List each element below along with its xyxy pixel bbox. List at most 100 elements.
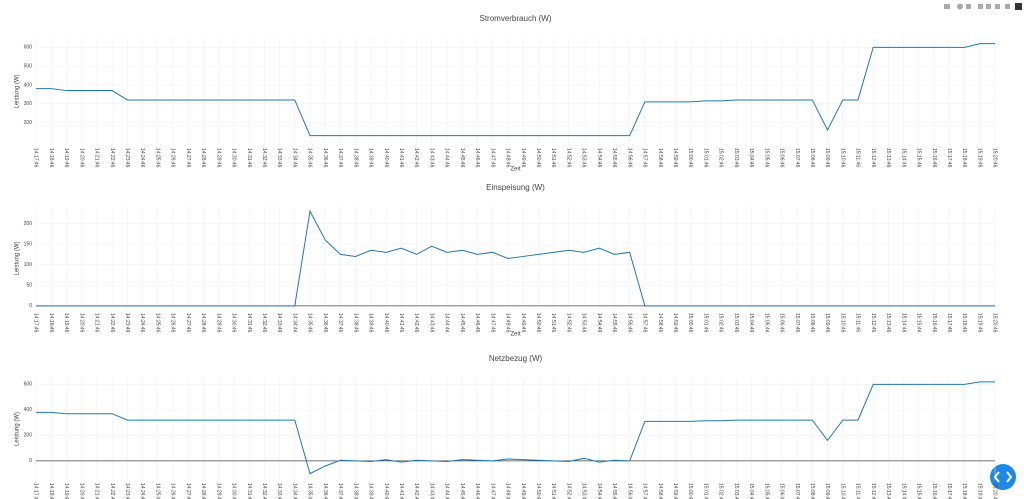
x-tick-label: 14:48:46: [505, 483, 511, 499]
y-tick-label: 400: [24, 407, 33, 413]
x-tick-label: 14:59:46: [672, 313, 678, 333]
x-tick-label: 15:16:46: [931, 148, 937, 168]
nav-button-circle[interactable]: [990, 464, 1016, 490]
x-tick-label: 14:43:46: [428, 148, 434, 168]
x-tick-label: 14:25:46: [154, 483, 160, 499]
x-tick-label: 14:58:46: [657, 148, 663, 168]
x-tick-label: 15:03:46: [733, 148, 739, 168]
autoscale-icon[interactable]: [995, 4, 1000, 9]
x-tick-label: 14:47:46: [489, 313, 495, 333]
x-tick-label: 14:26:46: [170, 483, 176, 499]
x-tick-label: 14:41:46: [398, 148, 404, 168]
x-tick-label: 14:20:46: [78, 148, 84, 168]
x-tick-label: 14:22:46: [109, 148, 115, 168]
x-tick-label: 14:53:46: [581, 148, 587, 168]
x-tick-label: 14:58:46: [657, 313, 663, 333]
x-tick-label: 15:17:46: [946, 313, 952, 333]
x-tick-label: 14:46:46: [474, 148, 480, 168]
x-tick-label: 14:39:46: [368, 148, 374, 168]
x-tick-label: 14:24:46: [139, 148, 145, 168]
x-tick-label: 15:09:46: [824, 313, 830, 333]
x-tick-label: 14:26:46: [170, 313, 176, 333]
x-tick-label: 14:45:46: [459, 148, 465, 168]
x-tick-label: 14:23:46: [124, 148, 130, 168]
x-tick-label: 14:32:46: [261, 148, 267, 168]
x-tick-label: 14:57:46: [642, 483, 648, 499]
x-tick-label: 14:31:46: [246, 483, 252, 499]
pan-icon[interactable]: [966, 4, 971, 9]
x-tick-label: 14:27:46: [185, 148, 191, 168]
x-tick-label: 14:49:46: [520, 483, 526, 499]
reset-icon[interactable]: [1005, 4, 1010, 9]
y-tick-label: 0: [29, 458, 32, 464]
x-tick-label: 14:54:46: [596, 313, 602, 333]
x-tick-label: 14:37:46: [337, 148, 343, 168]
data-line: [36, 43, 995, 137]
x-tick-label: 15:08:46: [809, 148, 815, 168]
x-tick-label: 14:17:46: [33, 148, 39, 168]
y-tick-label: 400: [24, 82, 33, 88]
zoom-icon[interactable]: [957, 3, 963, 10]
x-tick-label: 14:51:46: [550, 483, 556, 499]
x-tick-label: 14:23:46: [124, 313, 130, 333]
x-tick-label: 14:42:46: [413, 313, 419, 333]
x-tick-label: 15:13:46: [885, 148, 891, 168]
x-tick-label: 15:15:46: [916, 483, 922, 499]
x-tick-label: 15:17:46: [946, 148, 952, 168]
x-tick-label: 14:21:46: [94, 313, 100, 333]
x-tick-label: 15:18:46: [961, 313, 967, 333]
x-tick-label: 14:35:46: [307, 148, 313, 168]
x-tick-label: 15:07:46: [794, 483, 800, 499]
plotly-logo[interactable]: [1015, 3, 1022, 10]
x-tick-label: 15:00:46: [687, 483, 693, 499]
x-tick-label: 14:17:46: [33, 483, 39, 499]
x-tick-label: 15:04:46: [748, 483, 754, 499]
chart: Stromverbrauch (W) Leistung (W) Zeit 14:17:…: [15, 14, 998, 172]
x-tick-label: 14:53:46: [581, 313, 587, 333]
data-line: [36, 381, 995, 475]
x-tick-label: 15:03:46: [733, 313, 739, 333]
x-tick-label: 14:54:46: [596, 483, 602, 499]
toolbar: [944, 3, 1022, 10]
x-tick-label: 15:09:46: [824, 483, 830, 499]
x-tick-label: 14:42:46: [413, 148, 419, 168]
x-tick-label: 15:14:46: [900, 313, 906, 333]
x-tick-label: 14:19:46: [63, 483, 69, 499]
x-tick-label: 14:56:46: [626, 313, 632, 333]
x-tick-label: 14:44:46: [444, 483, 450, 499]
y-tick-label: 50: [26, 283, 32, 289]
x-tick-label: 14:23:46: [124, 483, 130, 499]
y-tick-label: 100: [24, 262, 33, 268]
y-tick-label: 600: [24, 382, 33, 388]
x-tick-label: 14:25:46: [154, 313, 160, 333]
x-tick-label: 14:26:46: [170, 148, 176, 168]
x-tick-label: 15:08:46: [809, 313, 815, 333]
x-tick-label: 15:14:46: [900, 483, 906, 499]
x-tick-label: 15:12:46: [870, 148, 876, 168]
x-tick-label: 14:31:46: [246, 148, 252, 168]
x-tick-label: 14:28:46: [200, 148, 206, 168]
x-tick-label: 15:05:46: [763, 313, 769, 333]
chart-title: Netzbezug (W): [489, 354, 543, 363]
y-axis-label: Leistung (W): [15, 412, 21, 446]
camera-icon[interactable]: [944, 4, 950, 9]
x-tick-label: 15:12:46: [870, 483, 876, 499]
x-tick-label: 15:07:46: [794, 148, 800, 168]
x-tick-label: 15:10:46: [839, 483, 845, 499]
y-tick-label: 600: [24, 45, 33, 51]
x-tick-label: 14:50:46: [535, 313, 541, 333]
chart-title: Einspeisung (W): [486, 183, 545, 192]
zoom-in-icon[interactable]: [978, 4, 983, 9]
x-tick-label: 15:20:46: [992, 483, 998, 499]
x-tick-label: 15:13:46: [885, 313, 891, 333]
zoom-out-icon[interactable]: [986, 4, 991, 9]
x-tick-label: 14:50:46: [535, 483, 541, 499]
x-tick-label: 15:11:46: [855, 313, 861, 332]
x-tick-label: 14:35:46: [307, 483, 313, 499]
y-axis-label: Leistung (W): [15, 241, 21, 275]
x-tick-label: 14:51:46: [550, 313, 556, 333]
x-tick-label: 14:51:46: [550, 148, 556, 168]
x-tick-label: 15:11:46: [855, 148, 861, 167]
y-axis-label: Leistung (W): [15, 74, 21, 108]
x-tick-label: 14:52:46: [565, 483, 571, 499]
